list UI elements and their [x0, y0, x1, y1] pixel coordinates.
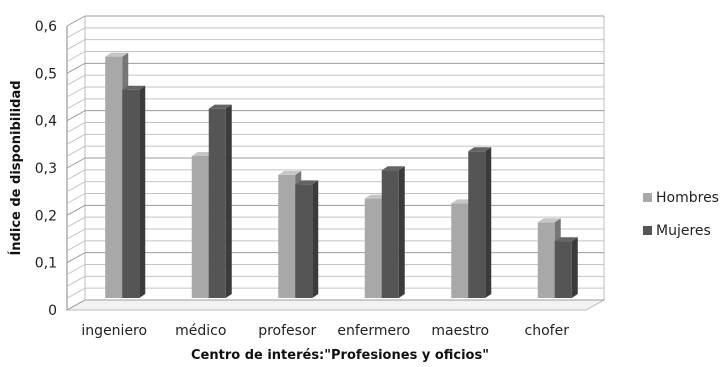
- bar-front: [191, 156, 209, 298]
- bars: [105, 52, 578, 299]
- x-tick-label: médico: [175, 323, 226, 339]
- x-tick-label: enfermero: [337, 323, 410, 339]
- bar: [295, 180, 319, 298]
- gridline-depth: [66, 62, 86, 74]
- legend-label-mujeres: Mujeres: [656, 223, 711, 239]
- bar-top: [208, 104, 232, 109]
- bar-front: [364, 198, 382, 298]
- gridline-depth: [66, 145, 86, 157]
- gridline-depth: [66, 122, 86, 133]
- gridline-depth: [66, 181, 86, 193]
- bar-front: [122, 89, 140, 298]
- gridline-depth: [66, 27, 86, 39]
- bar-side: [312, 180, 319, 298]
- bar-front: [554, 241, 572, 298]
- bar-top: [468, 147, 492, 152]
- bar-front: [451, 203, 469, 298]
- legend-swatch-mujeres: [643, 226, 652, 235]
- bar-front: [381, 170, 399, 298]
- y-tick-label: 0,5: [35, 66, 57, 82]
- bar-front: [295, 184, 313, 298]
- bar: [122, 85, 146, 298]
- bar-top: [122, 85, 146, 90]
- bar-top: [278, 170, 302, 175]
- gridline-depth: [66, 39, 86, 51]
- bar-top: [537, 218, 561, 223]
- gridline-depth: [66, 133, 86, 145]
- bar-top: [381, 166, 405, 171]
- gridline-depth: [66, 86, 86, 98]
- gridline-depth: [66, 299, 86, 311]
- chart-walls: [66, 16, 605, 310]
- bar-front: [468, 151, 486, 298]
- x-tick-label: chofer: [525, 323, 570, 339]
- bar-front: [105, 56, 123, 298]
- bar-front: [208, 108, 226, 299]
- x-axis-ticks: ingeniero médico profesor enfermero maestro c…: [81, 323, 569, 339]
- gridline-depth: [66, 240, 86, 252]
- y-axis-ticks: 0 0,1 0,2 0,3 0,4 0,5 0,6: [35, 19, 57, 319]
- bar-top: [295, 180, 319, 185]
- y-tick-label: 0,2: [35, 208, 57, 224]
- gridline-depth: [66, 228, 86, 240]
- y-tick-label: 0,1: [35, 256, 57, 272]
- bar: [468, 147, 492, 298]
- x-tick-label: maestro: [431, 323, 489, 339]
- y-tick-label: 0: [48, 303, 57, 319]
- bar-side: [398, 166, 405, 298]
- bar-top: [105, 52, 129, 57]
- bar-front: [278, 174, 296, 298]
- y-tick-label: 0,6: [35, 19, 57, 35]
- x-tick-label: ingeniero: [81, 323, 147, 339]
- legend: Hombres Mujeres: [643, 190, 719, 239]
- bar-front: [537, 222, 555, 298]
- gridline-depth: [66, 275, 86, 287]
- gridline-depth: [66, 15, 86, 27]
- legend-label-hombres: Hombres: [656, 190, 719, 206]
- gridline-depth: [66, 110, 86, 122]
- bar: [208, 104, 232, 299]
- y-tick-label: 0,4: [35, 114, 57, 130]
- x-axis-title: Centro de interés:"Profesiones y oficios…: [191, 348, 489, 363]
- gridline-depth: [66, 216, 86, 228]
- gridline-depth: [66, 264, 86, 275]
- bar-side: [485, 147, 492, 298]
- legend-swatch-hombres: [643, 193, 652, 202]
- gridline-depth: [66, 74, 86, 86]
- bar-top: [554, 237, 578, 242]
- gridline-depth: [66, 287, 86, 299]
- gridlines: [66, 15, 604, 311]
- gridline-depth: [66, 204, 86, 216]
- floor-plane: [65, 299, 606, 311]
- bar: [554, 237, 578, 298]
- gridline-depth: [66, 51, 86, 62]
- gridline-depth: [66, 157, 86, 169]
- y-axis-title: Índice de disponibilidad: [8, 80, 24, 255]
- chart-floor: [65, 299, 606, 311]
- bar-side: [139, 85, 146, 298]
- gridline-depth: [66, 252, 86, 264]
- x-tick-label: profesor: [258, 323, 316, 339]
- bar: [381, 166, 405, 298]
- gridline-depth: [66, 98, 86, 110]
- gridline-depth: [66, 169, 86, 181]
- bar-side: [225, 104, 232, 299]
- y-tick-label: 0,3: [35, 161, 57, 177]
- bar-side: [571, 237, 578, 298]
- gridline-depth: [66, 193, 86, 204]
